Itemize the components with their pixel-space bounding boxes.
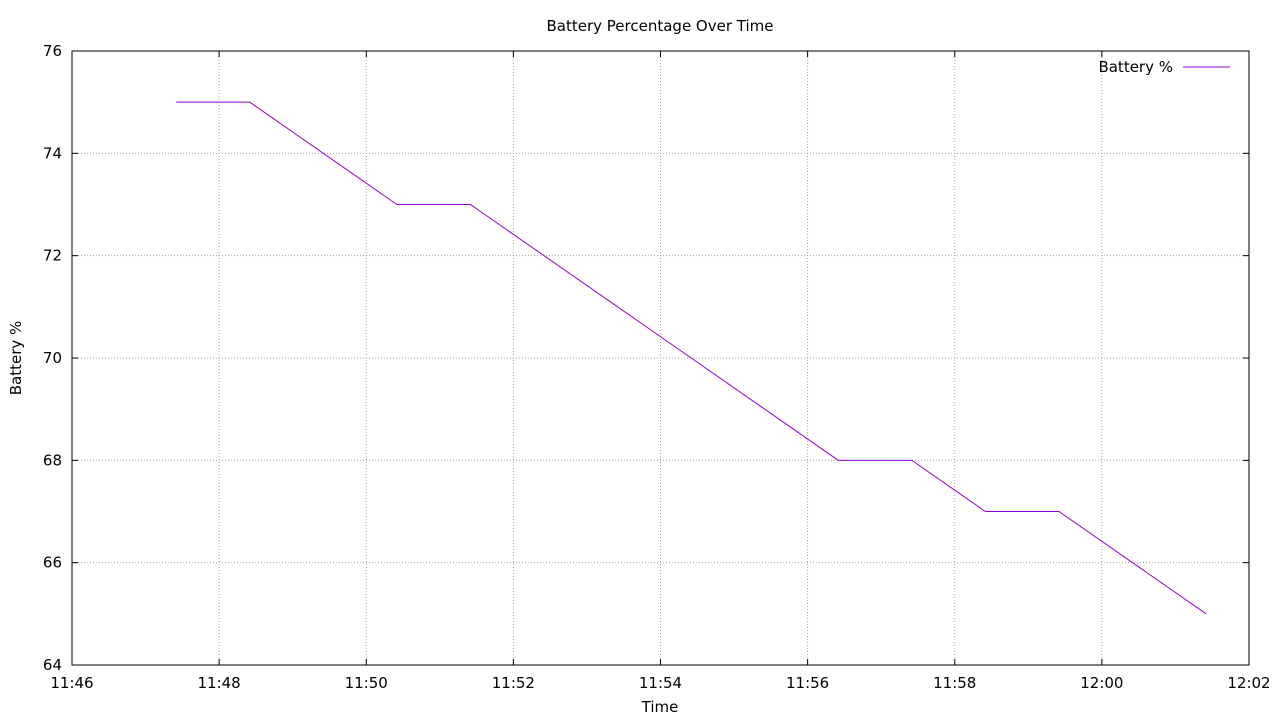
x-tick-label: 11:58 [933, 674, 976, 692]
legend-label-battery: Battery % [1098, 58, 1173, 76]
y-axis-label: Battery % [7, 321, 25, 396]
x-tick-label: 11:50 [345, 674, 388, 692]
y-tick-label: 76 [43, 42, 62, 60]
series-line-battery [176, 101, 1207, 615]
grid [72, 51, 1249, 665]
x-tick-label: 11:54 [639, 674, 682, 692]
x-tick-labels: 11:46 11:48 11:50 11:52 11:54 11:56 11:58 12:00… [50, 674, 1270, 692]
y-tick-label: 68 [43, 451, 62, 469]
y-tick-label: 70 [43, 349, 62, 367]
x-axis-label: Time [641, 698, 679, 716]
chart-title: Battery Percentage Over Time [547, 17, 774, 35]
x-tick-label: 11:52 [492, 674, 535, 692]
y-tick-label: 72 [43, 247, 62, 265]
x-tick-label: 12:02 [1227, 674, 1270, 692]
y-tick-label: 64 [43, 656, 62, 674]
x-tick-label: 12:00 [1080, 674, 1123, 692]
x-tick-label: 11:46 [50, 674, 93, 692]
legend: Battery % [1098, 58, 1230, 76]
y-tick-label: 66 [43, 554, 62, 572]
y-tick-labels: 64 66 68 70 72 74 76 [43, 42, 62, 674]
axis-ticks [71, 50, 1250, 666]
y-tick-label: 74 [43, 144, 62, 162]
x-tick-label: 11:56 [786, 674, 829, 692]
series-group [176, 101, 1207, 615]
x-tick-label: 11:48 [198, 674, 241, 692]
